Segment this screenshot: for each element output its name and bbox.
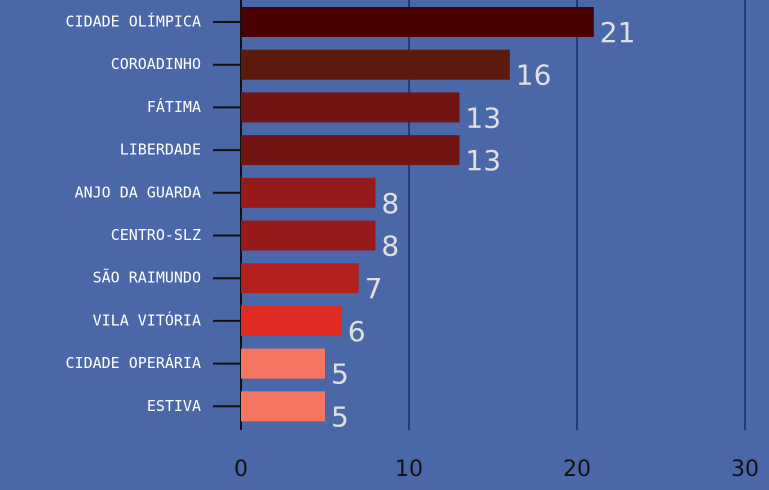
bar bbox=[241, 348, 325, 379]
x-tick-label: 10 bbox=[395, 457, 423, 482]
x-tick-label: 30 bbox=[731, 457, 759, 482]
value-label: 5 bbox=[331, 400, 349, 433]
bar bbox=[241, 92, 460, 123]
y-tick-label: CIDADE OPERÁRIA bbox=[66, 353, 201, 372]
bar bbox=[241, 49, 510, 80]
bar bbox=[241, 220, 376, 251]
y-tick-label: FÁTIMA bbox=[147, 97, 201, 116]
value-label: 6 bbox=[348, 315, 366, 348]
y-tick-label: VILA VITÓRIA bbox=[93, 310, 201, 329]
x-tick-label: 20 bbox=[563, 457, 591, 482]
value-label: 21 bbox=[600, 16, 636, 49]
value-label: 13 bbox=[465, 144, 501, 177]
y-tick-label: CENTRO-SLZ bbox=[111, 226, 201, 244]
bar bbox=[241, 135, 460, 166]
bar bbox=[241, 177, 376, 208]
y-tick-label: SÃO RAIMUNDO bbox=[93, 268, 201, 287]
x-tick-label: 0 bbox=[234, 457, 248, 482]
y-tick-label: COROADINHO bbox=[111, 55, 201, 73]
bar bbox=[241, 391, 325, 422]
value-label: 8 bbox=[381, 187, 399, 220]
value-label: 13 bbox=[465, 101, 501, 134]
y-tick-label: ESTIVA bbox=[147, 397, 201, 415]
bar bbox=[241, 7, 594, 37]
y-tick-label: LIBERDADE bbox=[120, 141, 201, 159]
bar bbox=[241, 305, 342, 336]
value-label: 16 bbox=[516, 59, 552, 92]
value-label: 7 bbox=[365, 272, 383, 305]
y-tick-label: ANJO DA GUARDA bbox=[75, 183, 201, 201]
value-label: 5 bbox=[331, 358, 349, 391]
bar bbox=[241, 263, 359, 294]
value-label: 8 bbox=[381, 230, 399, 263]
y-tick-label: CIDADE OLÍMPICA bbox=[66, 12, 201, 31]
